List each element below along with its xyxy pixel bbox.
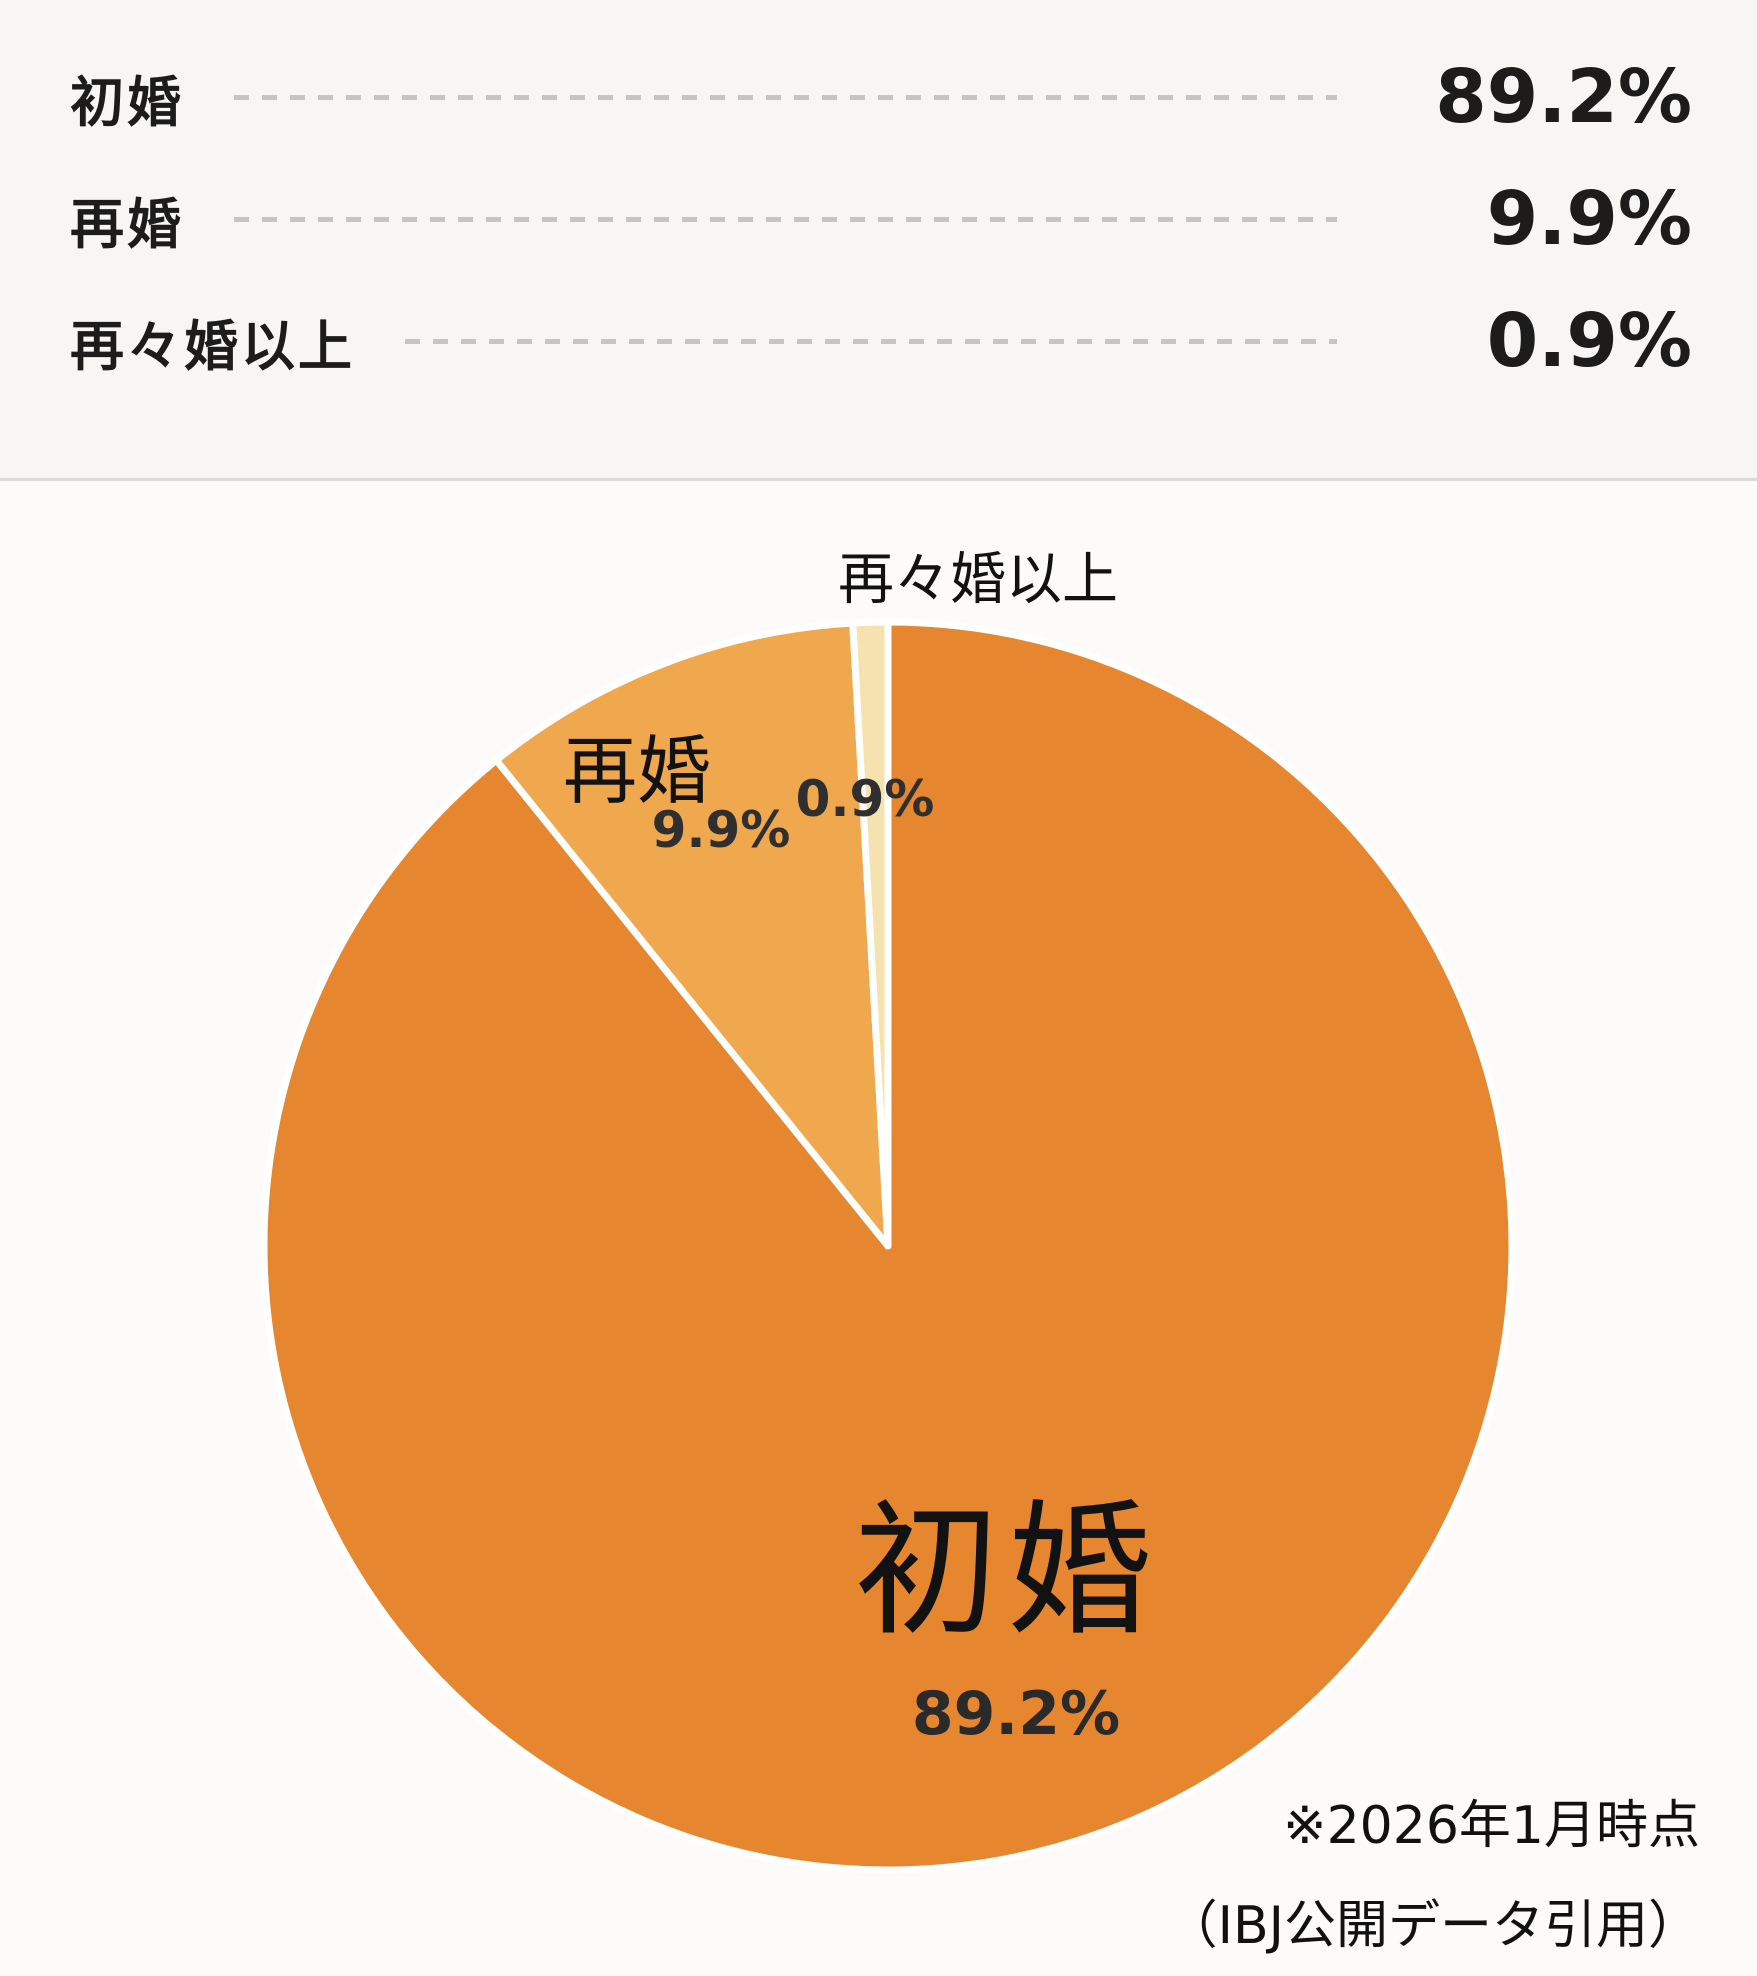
dash-leader-line [234, 94, 1337, 100]
pie-value-third-marriage-or-more: 0.9% [795, 770, 935, 828]
footnote-line-1: ※2026年1月時点 [1283, 1796, 1700, 1856]
pie-value-first-marriage: 89.2% [911, 1679, 1121, 1749]
legend-row-third-marriage-or-more: 再々婚以上 0.9% [70, 280, 1692, 402]
footnote-line-2: （IBJ公開データ引用） [1165, 1896, 1700, 1956]
pie-chart-svg [260, 618, 1516, 1874]
legend-row-first-marriage: 初婚 89.2% [70, 36, 1692, 158]
legend-value-first-marriage: 89.2% [1435, 54, 1692, 140]
chart-panel: 再々婚以上 0.9% 再婚 9.9% 初婚 89.2% ※2026年1月時点 （… [0, 481, 1757, 1961]
pie-slice-third-marriage-or-more [849, 618, 892, 1250]
pie-label-third-marriage-or-more: 再々婚以上 [838, 547, 1118, 613]
pie-value-remarriage: 9.9% [651, 801, 791, 859]
legend-label-first-marriage: 初婚 [70, 70, 184, 134]
legend-label-third-marriage-or-more: 再々婚以上 [70, 314, 355, 378]
footnote: ※2026年1月時点 （IBJ公開データ引用） [1166, 1776, 1700, 1976]
dash-leader-line [234, 216, 1337, 222]
legend-value-remarriage: 9.9% [1486, 176, 1692, 262]
dash-leader-line [405, 338, 1337, 344]
legend-row-remarriage: 再婚 9.9% [70, 158, 1692, 280]
legend-panel: 初婚 89.2% 再婚 9.9% 再々婚以上 0.9% [0, 0, 1757, 481]
legend-label-remarriage: 再婚 [70, 192, 184, 256]
pie-label-remarriage: 再婚 [563, 728, 711, 815]
legend-value-third-marriage-or-more: 0.9% [1486, 298, 1692, 384]
pie-label-first-marriage: 初婚 [854, 1487, 1160, 1656]
pie-slice-remarriage [492, 619, 892, 1250]
